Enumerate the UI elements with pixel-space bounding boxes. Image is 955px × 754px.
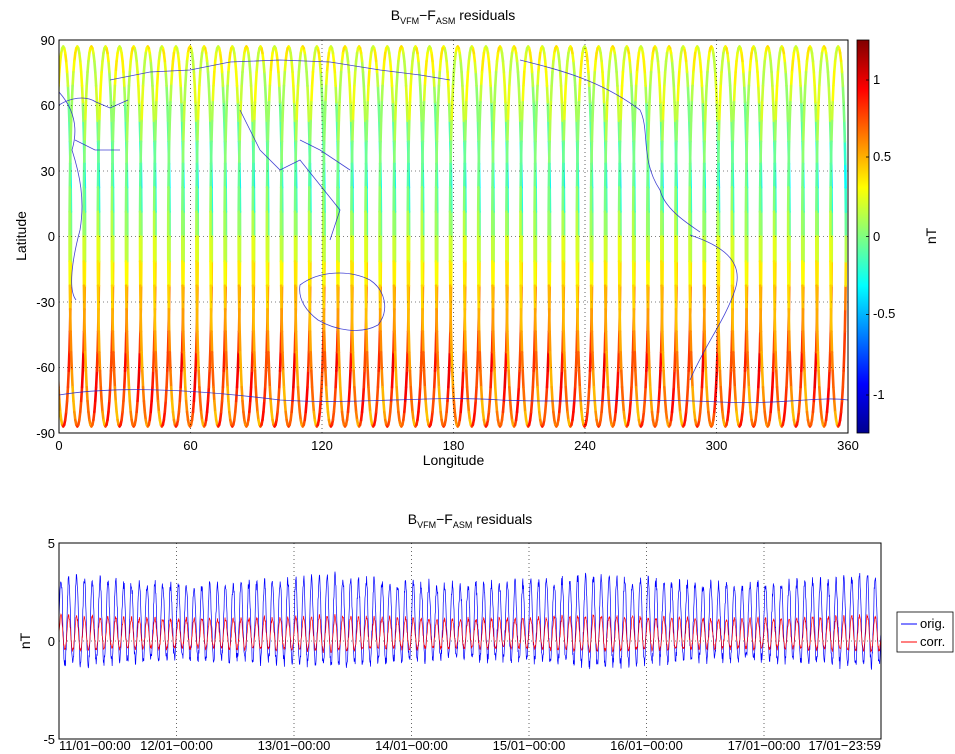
ts-xtick: 16/01−00:00: [610, 738, 683, 753]
ts-xtick: 13/01−00:00: [258, 738, 331, 753]
colorbar-tick: 1: [873, 72, 880, 87]
map-x-label: Longitude: [423, 452, 485, 468]
map-xtick: 180: [443, 438, 465, 453]
colorbar-ticks: -1 -0.5 0 0.5 1: [873, 72, 895, 402]
ts-x-ticks: 11/01−00:00 12/01−00:00 13/01−00:00 14/0…: [59, 738, 881, 753]
coastline-antarctica: [59, 389, 848, 404]
colorbar-tick: -1: [873, 387, 885, 402]
map-xtick: 0: [55, 438, 62, 453]
ts-xtick: 11/01−00:00: [59, 738, 131, 753]
map-frame: [58, 39, 849, 434]
map-y-label: Latitude: [13, 211, 29, 261]
map-y-ticks: -90 -60 -30 0 30 60 90: [36, 33, 55, 441]
ts-y-label: nT: [17, 632, 33, 649]
orbit-track: [265, 45, 284, 428]
ts-plot-area: [59, 543, 881, 739]
map-ytick: 0: [48, 229, 55, 244]
ts-legend: orig. corr.: [896, 611, 954, 653]
coastline-north-america: [519, 59, 701, 233]
map-ytick: 60: [41, 98, 55, 113]
ts-y-ticks: -5 0 5: [43, 536, 55, 747]
orbit-track: [490, 45, 510, 428]
ts-title: BVFM−FASM residuals: [408, 511, 533, 530]
ts-ytick: -5: [43, 732, 55, 747]
colorbar-tick-marks: [866, 79, 869, 396]
map-ytick: -90: [36, 426, 55, 441]
map-ytick: -60: [36, 360, 55, 375]
colorbar-tick: -0.5: [873, 306, 895, 321]
coastline-asia: [109, 59, 451, 241]
map-xtick: 60: [183, 438, 197, 453]
legend-orig-label: orig.: [920, 616, 945, 631]
ts-ytick: 5: [48, 536, 55, 551]
map-ytick: 30: [41, 164, 55, 179]
colorbar-label: nT: [923, 227, 939, 244]
orbit-track: [462, 45, 481, 428]
coastline-africa-europe: [59, 91, 129, 301]
ts-ytick: 0: [48, 634, 55, 649]
orbit-track: [448, 45, 467, 428]
ts-frame: [58, 542, 882, 740]
ts-gridlines: [59, 543, 881, 739]
series-corr-line: [59, 613, 881, 654]
legend-box: [896, 611, 954, 653]
series-orig-line: [59, 571, 881, 670]
map-x-ticks: 0 60 120 180 240 300 360: [55, 438, 858, 453]
coastline-australia: [299, 272, 386, 331]
map-xtick: 300: [706, 438, 728, 453]
map-xtick: 240: [574, 438, 596, 453]
ts-xtick: 12/01−00:00: [140, 738, 213, 753]
map-gridlines: [59, 40, 848, 433]
map-ytick: -30: [36, 295, 55, 310]
legend-corr-label: corr.: [920, 634, 945, 649]
ts-xtick: 17/01−23:59: [808, 738, 881, 753]
map-xtick: 360: [837, 438, 859, 453]
map-title: BVFM−FASM residuals: [391, 7, 516, 26]
ts-xtick: 14/01−00:00: [375, 738, 448, 753]
map-ytick: 90: [41, 33, 55, 48]
orbit-track: [829, 45, 848, 428]
ts-xtick: 15/01−00:00: [493, 738, 566, 753]
colorbar-tick: 0.5: [873, 149, 891, 164]
coastlines: [59, 59, 848, 404]
coastline-south-america: [689, 234, 738, 381]
ts-xtick: 17/01−00:00: [728, 738, 801, 753]
colorbar-tick: 0: [873, 229, 880, 244]
map-xtick: 120: [311, 438, 333, 453]
ts-lines: [59, 571, 881, 670]
